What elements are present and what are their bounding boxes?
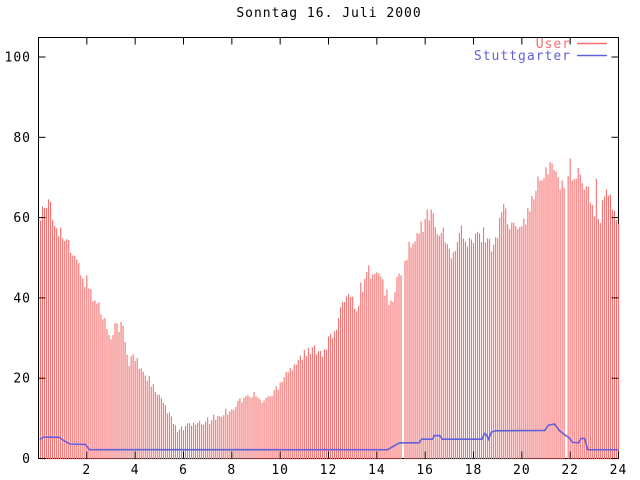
x-tick-label: 8: [227, 463, 236, 478]
y-tick-label: 40: [13, 291, 31, 306]
y-tick-label: 20: [13, 372, 31, 387]
x-tick-label: 22: [561, 463, 579, 478]
x-tick-label: 6: [179, 463, 188, 478]
y-tick-label: 60: [13, 211, 31, 226]
legend-label-stuttgarter: Stuttgarter: [474, 49, 571, 64]
axis-ticks: [38, 37, 619, 459]
chart-title: Sonntag 16. Juli 2000: [236, 6, 421, 21]
x-tick-label: 24: [610, 463, 628, 478]
y-axis-labels: 0 20 40 60 80 100: [5, 51, 31, 468]
x-tick-label: 14: [368, 463, 386, 478]
user-impulses-series: [39, 158, 620, 460]
x-tick-label: 4: [131, 463, 140, 478]
stuttgarter-line-series: [39, 423, 619, 451]
x-tick-label: 12: [320, 463, 338, 478]
legend-label-user: User: [536, 37, 571, 52]
x-tick-label: 20: [513, 463, 531, 478]
stuttgarter-polyline: [39, 423, 619, 451]
y-tick-label: 100: [5, 51, 31, 66]
x-tick-label: 10: [271, 463, 289, 478]
legend: User Stuttgarter: [474, 37, 607, 64]
y-tick-label: 80: [13, 131, 31, 146]
x-tick-label: 2: [82, 463, 91, 478]
x-axis-labels: 2 4 6 8 10 12 14 16 18 20 22 24: [82, 463, 628, 478]
x-tick-label: 16: [416, 463, 434, 478]
y-tick-label: 0: [22, 452, 31, 467]
x-tick-label: 18: [465, 463, 483, 478]
